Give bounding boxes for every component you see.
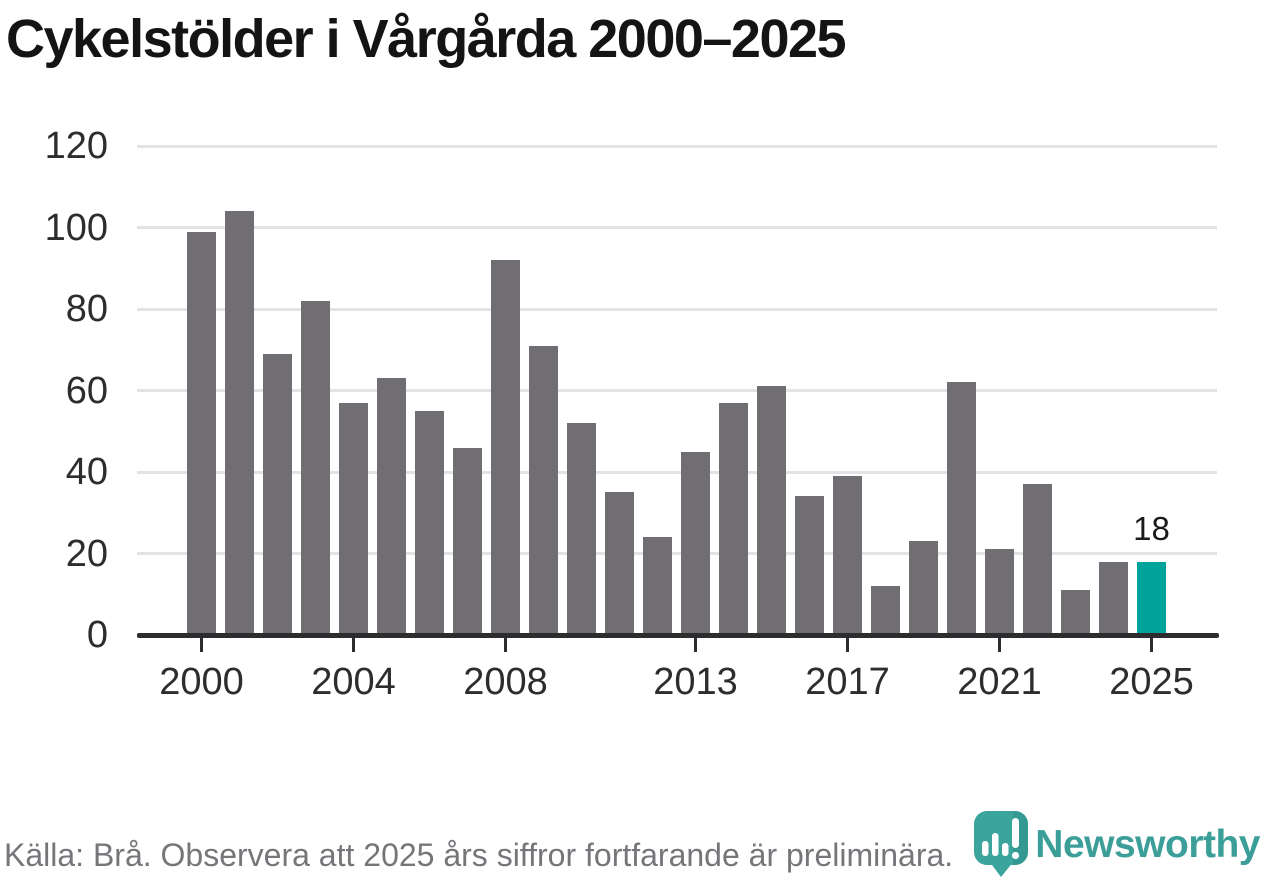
bar (339, 402, 368, 635)
y-axis-tick-label: 20 (65, 532, 108, 575)
y-axis-tick-label: 60 (65, 369, 108, 412)
x-axis-tick-label: 2013 (653, 661, 738, 703)
x-axis-tick (504, 638, 507, 652)
bar (643, 537, 672, 635)
bar (947, 382, 976, 635)
bar (1099, 561, 1128, 635)
bar (453, 447, 482, 635)
bar (757, 386, 786, 635)
x-axis-tick-label: 2025 (1109, 661, 1194, 703)
source-note: Källa: Brå. Observera att 2025 års siffr… (4, 837, 954, 873)
bar (719, 402, 748, 635)
gridline (137, 226, 1217, 229)
bar (263, 353, 292, 635)
bar (301, 300, 330, 635)
y-axis-tick-label: 40 (65, 451, 108, 493)
y-axis-tick-label: 0 (86, 614, 108, 656)
gridline (137, 307, 1217, 311)
x-axis-tick-label: 2017 (805, 661, 890, 703)
x-axis-tick (846, 638, 849, 652)
bar (187, 231, 216, 635)
bar (681, 451, 710, 635)
bar (225, 211, 254, 635)
bar (909, 541, 938, 635)
bar (985, 549, 1014, 635)
x-axis-line (137, 633, 1219, 638)
gridline (137, 552, 1217, 555)
newsworthy-logo: Newsworthy (973, 810, 1260, 878)
bar-highlighted (1137, 561, 1166, 635)
gridline (137, 144, 1217, 148)
x-axis-tick (1150, 638, 1153, 652)
gridline (137, 470, 1217, 474)
x-axis-tick-label: 2004 (311, 661, 396, 703)
bar-value-label: 18 (1133, 509, 1170, 547)
x-axis-tick-label: 2000 (159, 661, 244, 703)
bar (795, 496, 824, 635)
newsworthy-pin-icon (974, 811, 1029, 877)
bar (1061, 590, 1090, 635)
newsworthy-wordmark: Newsworthy (1035, 823, 1260, 866)
y-axis-tick-label: 80 (65, 288, 108, 330)
bar (567, 423, 596, 635)
y-axis-tick-label: 120 (44, 125, 108, 167)
bar (377, 378, 406, 635)
bar (833, 476, 862, 635)
x-axis-tick (998, 638, 1001, 652)
chart-title: Cykelstölder i Vårgårda 2000–2025 (6, 9, 847, 69)
x-axis-tick-label: 2021 (957, 661, 1042, 703)
bar (415, 410, 444, 635)
bar (1023, 484, 1052, 635)
x-axis-tick (694, 638, 697, 652)
bar (491, 260, 520, 635)
bar (605, 492, 634, 635)
x-axis-tick (352, 638, 355, 652)
gridline (137, 389, 1217, 392)
bar (529, 345, 558, 635)
y-axis-tick-label: 100 (44, 206, 108, 249)
bar (871, 586, 900, 635)
x-axis-tick (200, 638, 203, 652)
x-axis-tick-label: 2008 (463, 661, 548, 703)
